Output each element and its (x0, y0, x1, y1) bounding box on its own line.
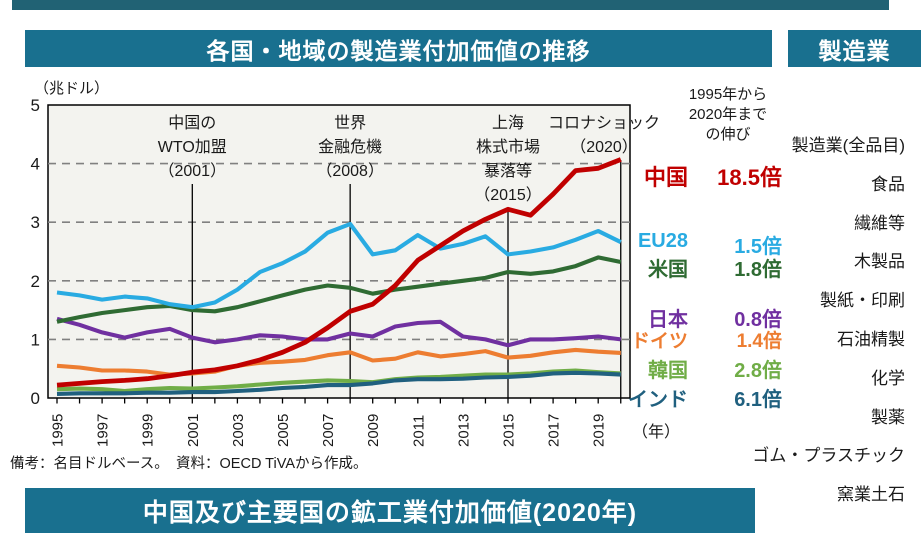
series-line-日本 (56, 316, 622, 348)
x-tick-label: 2001 (185, 414, 202, 447)
legend-growth-value: 6.1倍 (734, 389, 782, 411)
legend-item-日本: 日本 0.8倍 (608, 303, 782, 332)
annotation-text-2015: （2015） (474, 186, 542, 204)
legend-name: ドイツ (630, 331, 688, 352)
x-tick-label: 2007 (320, 414, 337, 447)
growth-note-line: 1995年から (688, 86, 768, 103)
y-tick-label: 0 (31, 389, 40, 408)
legend-growth-value: 1.4倍 (736, 331, 782, 352)
x-tick-label: 2011 (410, 415, 427, 447)
x-tick-label: 2009 (365, 414, 382, 447)
legend-item-ドイツ: ドイツ 1.4倍 (608, 326, 782, 353)
annotation-text-2008: 世界 (334, 114, 366, 132)
bottom-section-title: 中国及び主要国の鉱工業付加価値(2020年) (142, 498, 638, 527)
footnote: 備考：名目ドルベース。 資料：OECD TiVAから作成。 (10, 456, 368, 472)
annotation-text-2008: （2008） (316, 162, 384, 180)
legend-growth-value: 1.5倍 (734, 236, 782, 258)
x-tick-label: 2019 (591, 414, 608, 447)
annotation-text-2015: 株式市場 (476, 138, 540, 156)
growth-note-line: の伸び (705, 126, 751, 143)
legend-growth-value: 1.8倍 (734, 259, 782, 281)
annotation-text-2015: 上海 (492, 114, 524, 132)
series-line-韓国 (56, 368, 621, 394)
series-line-EU28 (56, 221, 622, 310)
industry-list-item: 製造業(全品目) (791, 136, 905, 155)
annotation-text-2001: （2001） (158, 162, 226, 180)
legend-name: 韓国 (648, 360, 688, 382)
legend-item-米国: 米国 1.8倍 (608, 253, 782, 282)
top-strip (12, 0, 889, 10)
legend-item-インド: インド 6.1倍 (608, 383, 782, 412)
x-tick-label: 2015 (501, 414, 518, 447)
annotation-text-2001: 中国の (168, 114, 216, 132)
y-tick-label: 1 (31, 330, 40, 349)
annotation-text-2020: （2020） (570, 138, 638, 156)
sidebar-section-header: 製造業 (788, 30, 921, 67)
series-line-ドイツ (56, 347, 621, 377)
growth-note-line: 2020年まで (688, 106, 768, 123)
growth-note: 1995年から 2020年まで の伸び (660, 85, 796, 145)
annotation-text-2008: 金融危機 (318, 138, 382, 156)
annotation-text-2015: 暴落等 (484, 162, 532, 180)
x-unit-label: （年） (632, 423, 680, 441)
annotation-text-2020: コロナショック (548, 114, 660, 132)
industry-list-item: 製紙・印刷 (820, 291, 905, 311)
legend-name: 米国 (648, 259, 688, 281)
legend-name: 中国 (643, 165, 688, 190)
series-line-米国 (56, 255, 622, 324)
x-tick-label: 2003 (230, 414, 247, 447)
legend-name: EU28 (637, 230, 688, 252)
y-tick-label: 5 (31, 96, 40, 115)
sidebar-section-title: 製造業 (818, 37, 891, 64)
y-tick-label: 4 (31, 155, 40, 174)
legend-name: インド (628, 389, 688, 411)
x-tick-label: 1995 (50, 414, 67, 447)
industry-list-item: 窯業土石 (837, 485, 905, 505)
series-line-インド (56, 370, 621, 396)
industry-list-item: 製薬 (871, 407, 905, 427)
y-unit-label: （兆ドル） (34, 80, 109, 97)
industry-list-item: 石油精製 (837, 330, 905, 349)
bottom-section-header: 中国及び主要国の鉱工業付加価値(2020年) (25, 488, 755, 533)
x-tick-label: 1997 (95, 414, 112, 447)
legend-item-中国: 中国 18.5倍 (608, 160, 782, 192)
chart-section-title: 各国・地域の製造業付加価値の推移 (206, 37, 591, 64)
legend-growth-value: 0.8倍 (734, 309, 782, 331)
legend-item-EU28: EU28 1.5倍 (608, 230, 782, 259)
legend-name: 日本 (648, 309, 688, 331)
industry-list-item: 化学 (871, 368, 905, 388)
x-tick-label: 1999 (140, 414, 157, 447)
series-line-中国 (56, 157, 622, 388)
x-tick-label: 2017 (546, 414, 563, 447)
annotation-text-2001: WTO加盟 (158, 138, 227, 156)
industry-list-item: 繊維等 (854, 213, 905, 233)
legend-growth-value: 2.8倍 (734, 360, 782, 382)
y-tick-label: 2 (31, 272, 40, 291)
industry-list-item: ゴム・プラスチック (752, 446, 905, 466)
x-tick-label: 2013 (455, 414, 472, 447)
industry-list-item: 食品 (871, 174, 905, 194)
legend-item-韓国: 韓国 2.8倍 (608, 354, 782, 383)
x-tick-label: 2005 (275, 414, 292, 447)
legend-growth-value: 18.5倍 (717, 165, 782, 190)
y-tick-label: 3 (31, 213, 40, 232)
chart-section-header: 各国・地域の製造業付加価値の推移 (25, 30, 772, 67)
industry-list-item: 木製品 (854, 252, 905, 272)
